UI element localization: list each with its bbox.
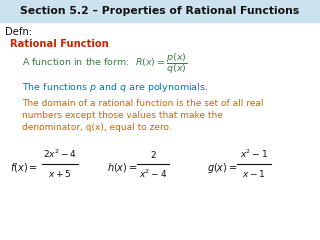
Text: Rational Function: Rational Function	[10, 39, 109, 49]
Text: The domain of a rational function is the set of all real: The domain of a rational function is the…	[22, 100, 263, 108]
Text: $x^2-1$: $x^2-1$	[240, 148, 268, 160]
Text: $h(x)=$: $h(x)=$	[107, 162, 138, 174]
FancyBboxPatch shape	[0, 0, 320, 22]
Text: $x^2-4$: $x^2-4$	[139, 168, 167, 180]
Text: $x-1$: $x-1$	[242, 168, 266, 179]
Text: $f(x)=$: $f(x)=$	[10, 162, 38, 174]
Text: A function in the form:  $R(x) = \dfrac{p(x)}{q(x)}$: A function in the form: $R(x) = \dfrac{p…	[22, 52, 188, 77]
Text: numbers except those values that make the: numbers except those values that make th…	[22, 112, 223, 120]
Text: Section 5.2 – Properties of Rational Functions: Section 5.2 – Properties of Rational Fun…	[20, 6, 300, 16]
Text: $2x^2-4$: $2x^2-4$	[43, 148, 77, 160]
Text: denominator, q(x), equal to zero.: denominator, q(x), equal to zero.	[22, 124, 172, 132]
Text: The functions $p$ and $q$ are polynomials.: The functions $p$ and $q$ are polynomial…	[22, 82, 208, 95]
Text: $x+5$: $x+5$	[48, 168, 72, 179]
Text: $g(x)=$: $g(x)=$	[207, 161, 238, 175]
Text: Defn:: Defn:	[5, 27, 32, 37]
Text: $2$: $2$	[150, 149, 156, 160]
